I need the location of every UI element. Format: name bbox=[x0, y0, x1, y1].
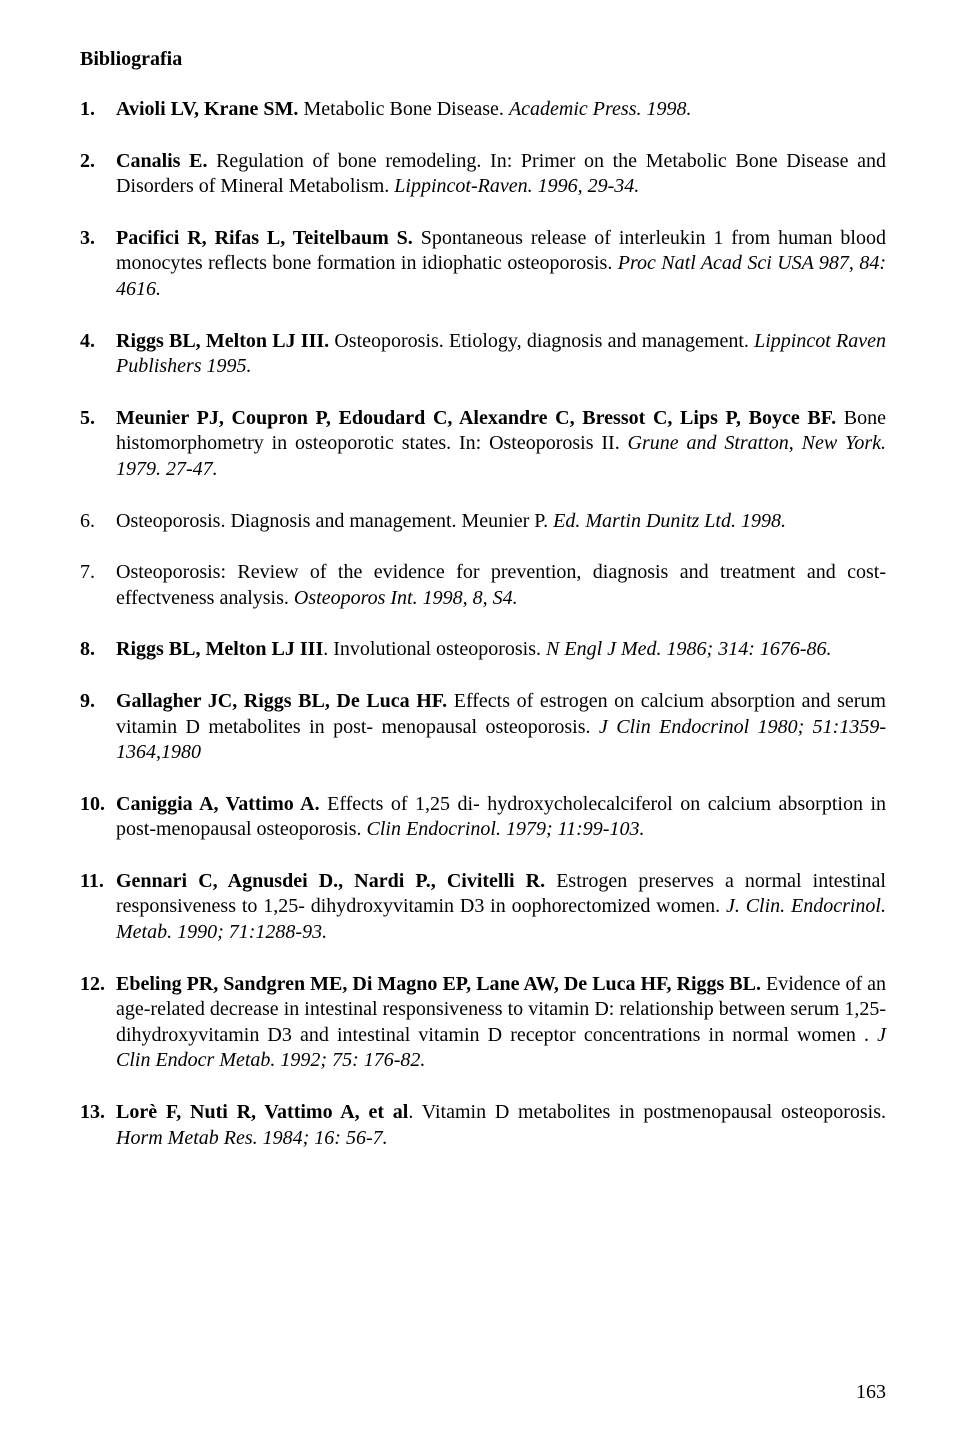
page: Bibliografia Avioli LV, Krane SM. Metabo… bbox=[0, 0, 960, 1440]
bibliography-item: Pacifici R, Rifas L, Teitelbaum S. Spont… bbox=[80, 226, 886, 303]
bibliography-item: Lorè F, Nuti R, Vattimo A, et al. Vitami… bbox=[80, 1100, 886, 1151]
bibliography-item: Ebeling PR, Sandgren ME, Di Magno EP, La… bbox=[80, 972, 886, 1074]
bibliography-item: Riggs BL, Melton LJ III. Osteoporosis. E… bbox=[80, 329, 886, 380]
section-title: Bibliografia bbox=[80, 48, 886, 71]
bibliography-item: Caniggia A, Vattimo A. Effects of 1,25 d… bbox=[80, 792, 886, 843]
bibliography-item: Osteoporosis: Review of the evidence for… bbox=[80, 560, 886, 611]
bibliography-item: Gennari C, Agnusdei D., Nardi P., Civite… bbox=[80, 869, 886, 946]
page-number: 163 bbox=[856, 1381, 886, 1404]
bibliography-item: Canalis E. Regulation of bone remodeling… bbox=[80, 149, 886, 200]
bibliography-item: Riggs BL, Melton LJ III. Involutional os… bbox=[80, 637, 886, 663]
bibliography-item: Gallagher JC, Riggs BL, De Luca HF. Effe… bbox=[80, 689, 886, 766]
bibliography-item: Osteoporosis. Diagnosis and management. … bbox=[80, 509, 886, 535]
bibliography-item: Meunier PJ, Coupron P, Edoudard C, Alexa… bbox=[80, 406, 886, 483]
bibliography-item: Avioli LV, Krane SM. Metabolic Bone Dise… bbox=[80, 97, 886, 123]
bibliography-list: Avioli LV, Krane SM. Metabolic Bone Dise… bbox=[80, 97, 886, 1151]
